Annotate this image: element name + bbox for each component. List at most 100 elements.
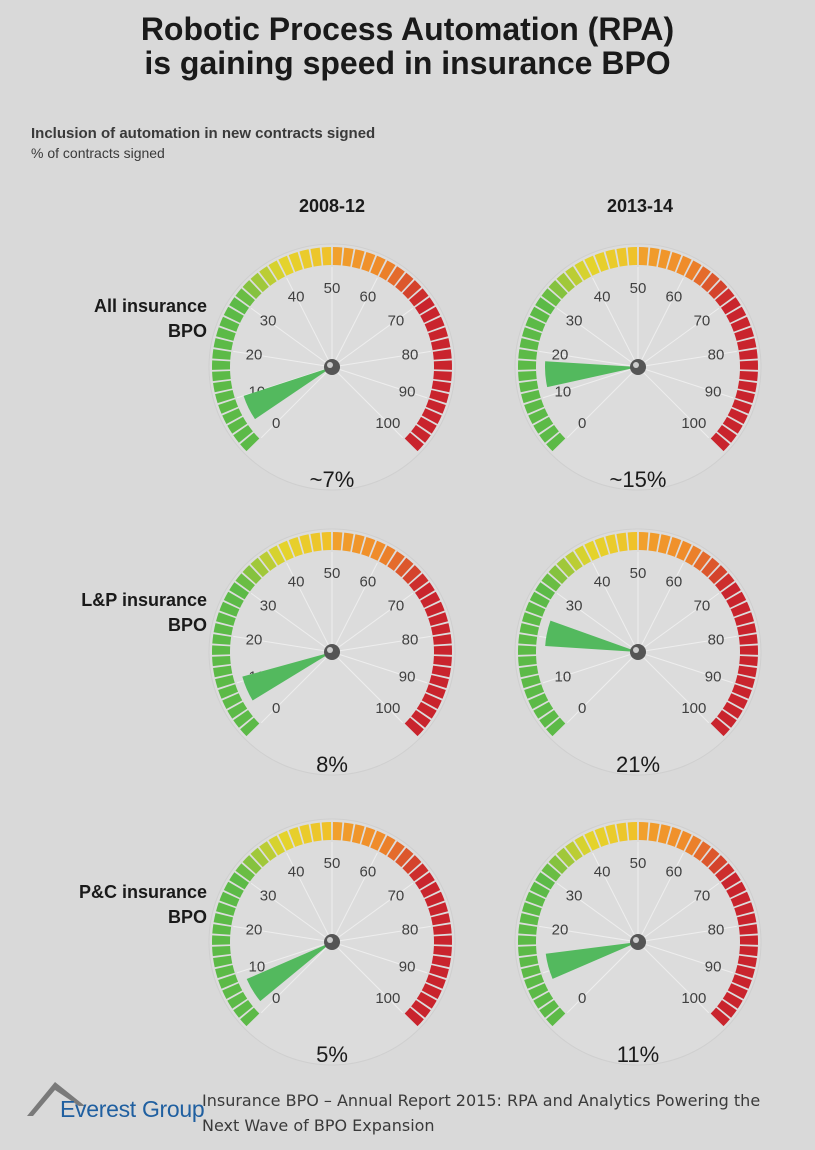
gauge-guide-line	[637, 651, 734, 684]
gauge-band-segment	[657, 824, 671, 844]
gauge-band-segment	[722, 701, 743, 719]
gauge-band-segment	[227, 416, 248, 434]
gauge-band-segment	[539, 709, 559, 728]
gauge-band-segment	[726, 591, 747, 608]
gauge-band-segment	[416, 991, 437, 1009]
gauge-band-segment	[424, 891, 445, 907]
gauge-band-segment	[402, 855, 422, 874]
footer-source: Insurance BPO – Annual Report 2015: RPA …	[202, 1088, 802, 1138]
gauge-band-segment	[528, 408, 549, 424]
gauge-band-segment	[693, 266, 711, 286]
gauge-guide-line	[637, 941, 710, 1014]
gauge-band-segment	[685, 260, 702, 281]
gauge-band-segment	[432, 349, 452, 360]
gauge-tick-label: 30	[566, 888, 583, 905]
gauge-band-segment	[731, 399, 752, 414]
gauge-band-segment	[627, 532, 638, 551]
gauge-band-segment	[215, 965, 235, 979]
gauge-band-segment	[648, 247, 660, 267]
gauge-band-segment	[518, 645, 537, 655]
gauge-tick-label: 40	[594, 864, 611, 881]
gauge-band-segment	[548, 565, 568, 584]
gauge-band-segment	[519, 380, 539, 393]
gauge-band-segment	[627, 247, 638, 266]
gauge-tick-label: 100	[681, 990, 706, 1007]
gauge-band-segment	[720, 872, 741, 890]
gauge-guide-line	[250, 592, 333, 653]
gauge-band-segment	[521, 390, 541, 404]
gauge-band-segment	[332, 247, 343, 266]
column-header-2013-14: 2013-14	[606, 196, 674, 216]
gauge-band-segment	[432, 924, 452, 935]
gauge-band-segment	[548, 855, 568, 874]
gauge-band-segment	[268, 260, 285, 281]
gauge-band-segment	[528, 983, 549, 999]
gauge-band-segment	[310, 247, 322, 267]
gauge-band-segment	[556, 272, 575, 293]
gauge-guide-line	[637, 852, 684, 943]
gauge-band-segment	[432, 634, 452, 645]
gauge-tick-label: 80	[708, 632, 725, 649]
gauge-band-segment	[259, 551, 277, 571]
gauge-band-segment	[739, 946, 758, 957]
gauge-tick-label: 40	[594, 289, 611, 306]
gauge-band-segment	[556, 847, 575, 868]
gauge-band-segment	[648, 532, 660, 552]
gauge-band-segment	[310, 532, 322, 552]
gauge-band-segment	[430, 338, 451, 351]
gauge-band-segment	[212, 645, 231, 655]
gauge-band-segment	[727, 983, 748, 999]
gauge-band-segment	[288, 252, 303, 272]
gauge-band-segment	[361, 252, 376, 272]
gauge-band-segment	[411, 709, 431, 728]
gauge-tick-label: 50	[324, 855, 341, 872]
gauge-band-segment	[421, 408, 442, 424]
gauge-tick-label: 20	[552, 922, 569, 939]
gauge-band-segment	[433, 656, 452, 667]
row-label-pc-insurance: P&C insurance BPO	[0, 880, 207, 930]
gauge-tick-label: 0	[578, 700, 586, 717]
gauge-guide-line	[331, 635, 431, 653]
gauge-band-segment	[522, 612, 542, 626]
gauge-band-segment	[404, 717, 424, 737]
gauge-band-segment	[242, 565, 262, 584]
gauge-band-segment	[605, 534, 619, 554]
gauge-needle	[243, 367, 332, 420]
gauge-band-segment	[424, 601, 445, 617]
gauge-value-label: 21%	[616, 752, 660, 777]
gauge-band-segment	[525, 891, 546, 907]
gauge-pc-insurance-2008-12: 0 10 20 30 40 50 60 70 80 90 100 5%	[208, 818, 456, 1067]
gauge-band-segment	[250, 847, 269, 868]
gauge-band-segment	[734, 902, 754, 916]
gauge-band-segment	[541, 288, 561, 307]
gauge-band-segment	[420, 881, 441, 898]
gauge-guide-line	[250, 882, 333, 943]
gauge-guide-line	[566, 941, 639, 1014]
gauge-band-segment	[242, 280, 262, 299]
gauge-band-segment	[739, 371, 758, 382]
gauge-guide-line	[236, 366, 333, 399]
gauge-band-segment	[395, 557, 414, 578]
gauge-band-segment	[546, 717, 566, 737]
gauge-band-segment	[738, 924, 758, 935]
gauge-guide-line	[566, 366, 639, 439]
gauge-band-segment	[420, 306, 441, 323]
gauge-band-segment	[213, 338, 234, 351]
gauge-band-segment	[737, 380, 757, 393]
gauge-band-segment	[395, 272, 414, 293]
gauge-all-insurance-2013-14: 0 10 20 30 40 50 60 70 80 90 100 ~15%	[514, 243, 762, 492]
gauge-band-segment	[524, 974, 545, 989]
gauge-band-segment	[342, 247, 354, 267]
gauge-value-label: 11%	[617, 1042, 659, 1067]
gauge-band-segment	[717, 999, 737, 1018]
gauge-band-segment	[735, 965, 755, 979]
gauge-band-segment	[216, 327, 236, 341]
gauge-band-segment	[519, 338, 540, 351]
gauge-guide-line	[539, 350, 639, 368]
gauge-band-segment	[240, 432, 260, 452]
gauge-band-segment	[229, 872, 250, 890]
gauge-guide-line	[331, 941, 404, 1014]
gauge-band-segment	[717, 709, 737, 728]
gauge-guide-line	[260, 651, 333, 724]
